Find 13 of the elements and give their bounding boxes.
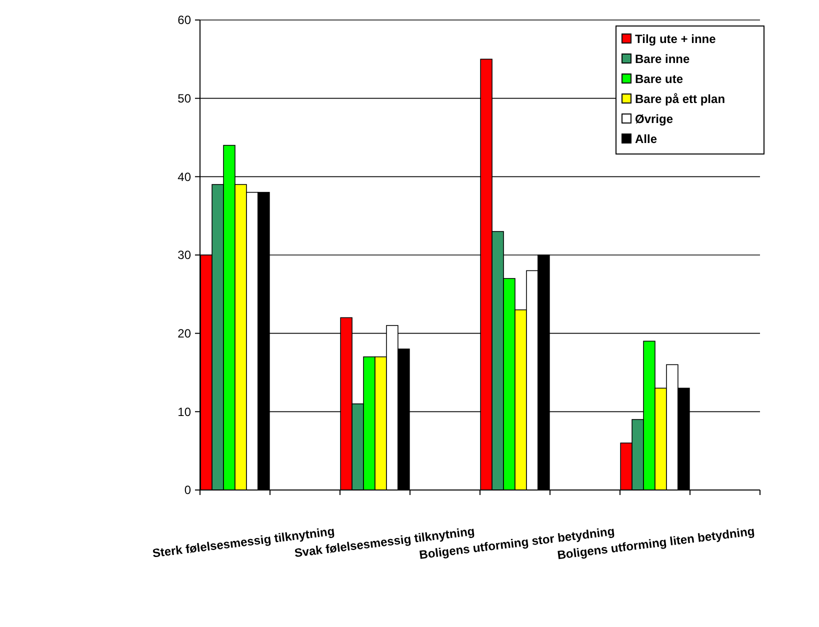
legend-label: Alle bbox=[635, 132, 658, 146]
y-tick-label: 20 bbox=[178, 326, 192, 341]
y-tick-label: 10 bbox=[178, 404, 192, 419]
y-tick-label: 60 bbox=[178, 13, 192, 28]
y-tick-label: 40 bbox=[178, 170, 192, 184]
legend-label: Bare inne bbox=[635, 52, 690, 66]
y-tick-label: 50 bbox=[178, 92, 192, 106]
y-tick-label: 30 bbox=[178, 248, 192, 262]
legend-label: Bare ute bbox=[635, 72, 684, 86]
y-tick-label: 0 bbox=[184, 483, 192, 498]
legend-label: Tilg ute + inne bbox=[635, 32, 716, 46]
legend-label: Øvrige bbox=[635, 112, 674, 126]
legend-label: Bare på ett plan bbox=[635, 92, 726, 106]
